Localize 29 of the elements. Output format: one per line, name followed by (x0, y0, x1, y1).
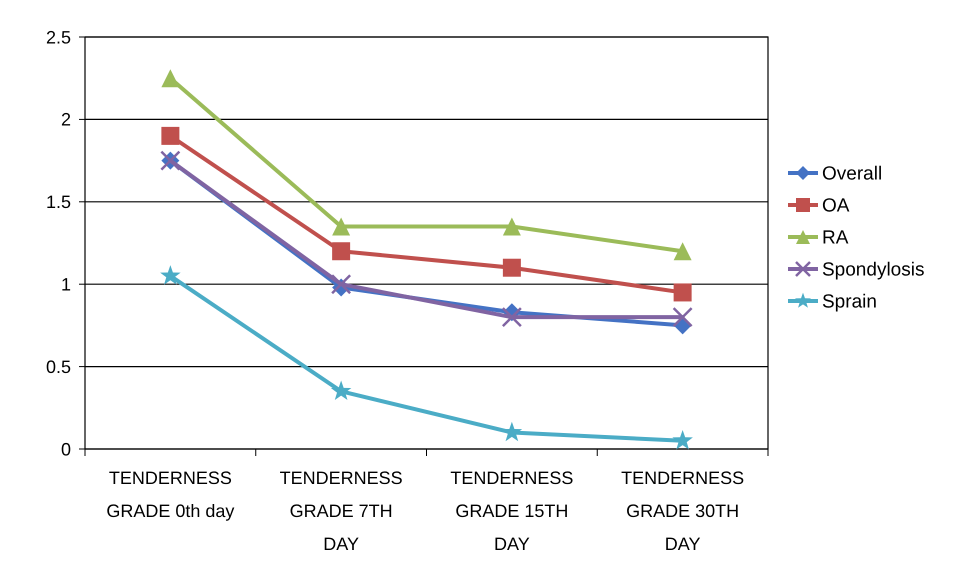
legend-label: Sprain (822, 292, 877, 313)
point (502, 306, 522, 328)
legend-label: OA (822, 196, 850, 217)
y-tick-label: 2 (60, 110, 71, 130)
legend-label: Overall (822, 164, 882, 185)
legend-label: Spondylosis (822, 260, 924, 281)
point (672, 306, 693, 328)
point (502, 218, 521, 236)
point (672, 430, 693, 450)
legend-label: RA (822, 228, 849, 249)
point (160, 265, 181, 285)
y-tick-label: 1 (60, 274, 71, 294)
point (332, 218, 350, 236)
x-tick-label: TENDERNESS GRADE 15TH DAY (450, 468, 574, 554)
point (674, 283, 692, 302)
point (330, 380, 352, 400)
point (330, 274, 352, 294)
point (502, 258, 521, 277)
point (332, 242, 350, 260)
y-tick-label: 0.5 (46, 356, 71, 377)
x-tick-label: TENDERNESS GRADE 7TH DAY (280, 468, 403, 554)
y-tick-label: 0 (60, 439, 71, 460)
y-tick-label: 1.5 (46, 192, 71, 212)
x-tick-label: TENDERNESS GRADE 30TH DAY (621, 468, 744, 554)
x-tick-label: TENDERNESS GRADE 0th day (106, 468, 234, 521)
point (674, 242, 692, 260)
point (161, 126, 180, 145)
point (161, 69, 180, 88)
y-tick-label: 2.5 (46, 27, 71, 48)
